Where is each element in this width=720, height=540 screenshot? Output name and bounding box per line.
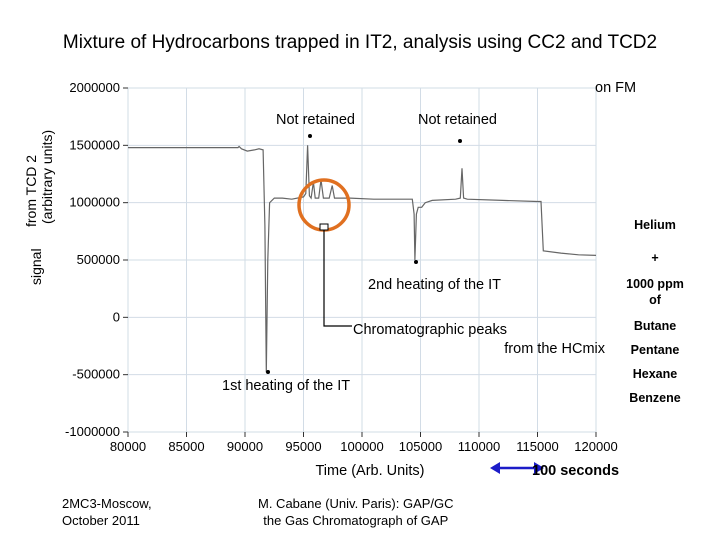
y-axis-label-sub: from TCD 2	[23, 155, 39, 227]
grid	[127, 87, 597, 433]
annotation-not-retained-2: Not retained	[418, 112, 497, 128]
x-tick-label: 110000	[458, 439, 500, 454]
x-tick-label: 80000	[110, 439, 146, 454]
series-line	[128, 145, 597, 373]
chart-title: Mixture of Hydrocarbons trapped in IT2, …	[62, 32, 658, 53]
x-axis-label: Time (Arb. Units)	[315, 463, 424, 479]
x-tick-label: 115000	[516, 439, 558, 454]
y-axis-label-unit: (arbitrary units)	[39, 130, 55, 224]
scale-label: 100 seconds	[532, 463, 619, 479]
side-hexane: Hexane	[633, 367, 678, 381]
y-tick-label: -1000000	[65, 424, 120, 439]
x-tick-label: 120000	[574, 439, 617, 454]
footer-left: 2MC3-Moscow, October 2011	[62, 495, 152, 529]
side-helium: Helium	[634, 218, 676, 232]
x-tick-label: 90000	[227, 439, 263, 454]
footer-left-line2: October 2011	[62, 513, 140, 528]
x-tick-label: 105000	[399, 439, 442, 454]
annotation-peaks-line2: from the HCmix	[504, 341, 605, 357]
x-axis-ticks: 80000 85000 90000 95000 100000 105000 110000 11…	[110, 432, 618, 454]
marker-dot-1	[308, 134, 312, 138]
annotation-not-retained-1: Not retained	[276, 112, 355, 128]
scale-arrow-icon	[490, 462, 544, 474]
side-ppm-line1: 1000 ppm	[626, 277, 684, 291]
footer-mid-line1: M. Cabane (Univ. Paris): GAP/GC	[258, 496, 454, 511]
side-butane: Butane	[634, 319, 676, 333]
footer-mid-line2: the Gas Chromatograph of GAP	[263, 513, 449, 528]
annotation-heating-1: 1st heating of the IT	[222, 378, 350, 394]
marker-dot-3	[414, 260, 418, 264]
y-tick-label: 2000000	[69, 80, 120, 95]
y-tick-label: 500000	[77, 252, 120, 267]
y-tick-label: 1500000	[69, 137, 120, 152]
x-tick-label: 100000	[340, 439, 383, 454]
marker-dot-2	[458, 139, 462, 143]
y-tick-label: 1000000	[69, 195, 120, 210]
y-axis-ticks: -1000000 -500000 0 500000 1000000 1500000 2000…	[65, 80, 128, 439]
footer-left-line1: 2MC3-Moscow,	[62, 496, 152, 511]
annotation-heating-2: 2nd heating of the IT	[368, 277, 501, 293]
side-ppm-line2: of	[649, 293, 662, 307]
footer-mid: M. Cabane (Univ. Paris): GAP/GC the Gas …	[258, 495, 454, 529]
y-axis-label-main: signal	[28, 248, 44, 285]
peaks-leader-box	[319, 223, 329, 231]
corner-label: on FM	[595, 80, 636, 96]
x-tick-label: 95000	[285, 439, 321, 454]
side-pentane: Pentane	[631, 343, 680, 357]
side-plus: +	[651, 251, 658, 265]
peaks-leader-line	[323, 230, 352, 327]
y-tick-label: -500000	[72, 367, 120, 382]
x-tick-label: 85000	[168, 439, 204, 454]
marker-dot-4	[266, 370, 270, 374]
y-tick-label: 0	[113, 309, 120, 324]
annotation-peaks-line1: Chromatographic peaks	[353, 322, 507, 338]
side-benzene: Benzene	[629, 391, 680, 405]
